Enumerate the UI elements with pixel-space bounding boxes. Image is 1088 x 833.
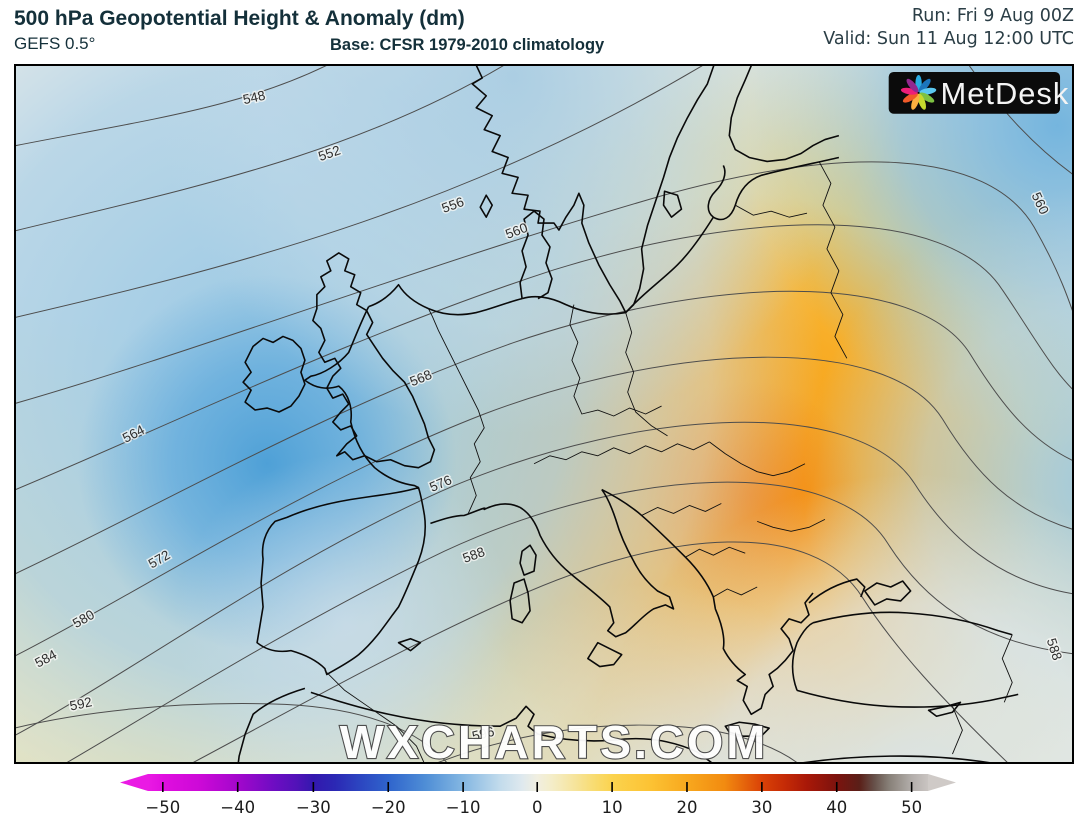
coastlines [237,66,1019,762]
pinwheel-icon [900,74,937,110]
contour-label: 592 [68,694,93,713]
pinwheel-petal [917,93,926,110]
valid-time-label: Valid: Sun 11 Aug 12:00 UTC [823,29,1074,49]
logo-text: MetDesk [940,76,1069,111]
colorbar-tick-label: 10 [602,798,623,817]
europe-anomaly-map: 5485525565605605645685725765805845885885… [16,66,1072,762]
contour-label: 596 [470,724,495,744]
page-title: 500 hPa Geopotential Height & Anomaly (d… [14,7,465,30]
run-time-label: Run: Fri 9 Aug 00Z [911,6,1074,26]
country-borders [324,161,1013,762]
logo-background [888,71,1061,114]
pinwheel-petal [919,92,935,103]
colorbar-tick-label: 50 [901,798,922,817]
pinwheel-petal [906,78,919,93]
colorbar-tick-label: 40 [826,798,847,817]
colorbar-tick-label: −10 [446,798,481,817]
pinwheel-petal [918,78,931,93]
colorbar-tick-label: −30 [296,798,331,817]
colorbar-tick-label: −20 [371,798,406,817]
metdesk-logo: MetDesk [888,71,1069,114]
anomaly-shading-field [16,66,1072,762]
pinwheel-petal [902,92,918,103]
colorbar-tick-label: 20 [676,798,697,817]
pinwheel-petal [911,93,920,110]
anomaly-colorbar: −50 −40 −30 −20 −10 0 10 20 30 40 50 [0,765,1088,833]
model-label: GEFS 0.5° [14,34,96,53]
colorbar-right-arrow [928,774,956,791]
colorbar-tick-label: −50 [145,798,180,817]
map-frame: 548 552 556 560 560 564 568 572 576 580 584 588 588 5… [14,64,1074,764]
watermark-text: WXCHARTS.COM [340,716,769,762]
colorbar-left-arrow [120,774,148,791]
colorbar-tick-label: −40 [220,798,255,817]
contour-label: 548 [241,88,266,108]
colorbar-tick-label: 0 [532,798,543,817]
colorbar-ticks: −50 −40 −30 −20 −10 0 10 20 30 40 50 [145,782,922,817]
climatology-base-label: Base: CFSR 1979-2010 climatology [330,36,605,54]
height-contours [16,66,1072,762]
colorbar-tick-label: 30 [751,798,772,817]
